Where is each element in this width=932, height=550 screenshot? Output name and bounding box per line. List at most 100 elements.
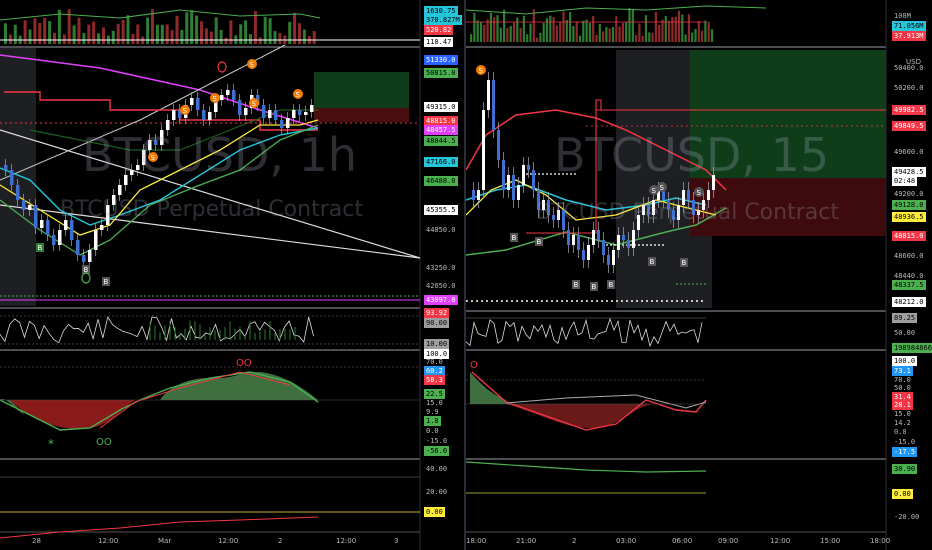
price-tag: 46488.0 bbox=[424, 176, 458, 186]
volume-bar bbox=[48, 21, 52, 44]
candle bbox=[552, 215, 555, 220]
candle bbox=[592, 230, 595, 245]
time-axis-label: 06:00 bbox=[672, 537, 693, 545]
candle bbox=[202, 110, 206, 120]
volume-bar bbox=[615, 16, 618, 42]
target-zone bbox=[690, 50, 886, 178]
price-tag: 49200.0 bbox=[894, 190, 924, 198]
reversal-circle bbox=[81, 272, 91, 284]
price-tag: 48337.5 bbox=[892, 280, 926, 290]
volume-bar bbox=[185, 12, 189, 44]
candle bbox=[562, 210, 565, 230]
candle bbox=[647, 205, 650, 215]
price-tag: 198984866.0 bbox=[892, 343, 932, 353]
candle bbox=[522, 165, 525, 185]
buy-signal-label: B bbox=[574, 281, 579, 289]
candle bbox=[507, 175, 510, 190]
candle bbox=[190, 98, 194, 105]
right-chart-canvas[interactable]: SS SSB BB B BB BO bbox=[466, 0, 932, 550]
volume-bar bbox=[57, 9, 61, 44]
momentum-negative-area bbox=[506, 403, 666, 429]
volume-bar bbox=[244, 20, 248, 44]
volume-bar bbox=[684, 34, 687, 42]
candle bbox=[642, 205, 645, 215]
price-tag: 370.827M bbox=[424, 15, 462, 25]
volume-bar bbox=[200, 21, 203, 44]
volume-bar bbox=[473, 12, 476, 42]
volume-bar bbox=[592, 15, 595, 43]
price-tag: 37.913M bbox=[892, 31, 926, 41]
volume-bar bbox=[595, 34, 598, 42]
price-tag: 60.2 bbox=[424, 366, 445, 376]
volume-bar bbox=[493, 17, 496, 42]
time-axis-label: 28 bbox=[32, 537, 41, 545]
candle bbox=[58, 230, 62, 245]
left-chart-canvas[interactable]: S S S S S S B B B * OO OO bbox=[0, 0, 466, 550]
price-tag: 20.00 bbox=[426, 488, 448, 496]
candle bbox=[226, 90, 230, 95]
volume-bar bbox=[661, 19, 664, 42]
volume-bar bbox=[499, 27, 502, 42]
price-tag: 49849.5 bbox=[892, 121, 926, 131]
volume-bar bbox=[273, 31, 277, 44]
candle bbox=[637, 215, 640, 230]
volume-bar bbox=[648, 32, 651, 42]
candle bbox=[512, 175, 515, 200]
candle bbox=[28, 205, 32, 210]
price-tag: 0.00 bbox=[424, 507, 445, 517]
candle bbox=[487, 80, 490, 110]
momentum-positive-area bbox=[470, 372, 506, 404]
adx-line bbox=[466, 461, 707, 473]
volume-bar bbox=[77, 17, 81, 44]
buy-signal-marker bbox=[648, 257, 656, 266]
volume-bar bbox=[253, 11, 257, 45]
cross-marker: OO bbox=[96, 437, 112, 448]
volume-bar bbox=[701, 30, 704, 42]
candle bbox=[472, 190, 475, 200]
volume-bar bbox=[621, 23, 624, 42]
volume-bar bbox=[263, 16, 267, 44]
price-tag: 100.0 bbox=[424, 349, 450, 359]
candle bbox=[154, 140, 158, 145]
volume-bar bbox=[72, 25, 76, 44]
volume-bar bbox=[559, 22, 562, 42]
volume-bar bbox=[522, 15, 525, 42]
buy-signal-marker bbox=[82, 265, 90, 274]
candle bbox=[94, 230, 98, 250]
volume-bar bbox=[4, 23, 7, 44]
candle bbox=[10, 170, 14, 185]
volume-bar bbox=[618, 26, 621, 42]
stoch-line bbox=[0, 316, 314, 344]
sell-signal-label: S bbox=[660, 184, 665, 192]
volume-bar bbox=[111, 30, 115, 44]
volume-bar bbox=[195, 15, 199, 45]
candle bbox=[208, 112, 212, 120]
candle bbox=[160, 130, 164, 145]
volume-bar bbox=[33, 18, 37, 44]
divergence-star: * bbox=[48, 437, 54, 451]
candle bbox=[537, 190, 540, 210]
volume-bar bbox=[664, 15, 667, 42]
volume-bar bbox=[503, 9, 506, 43]
momentum-signal bbox=[99, 371, 291, 429]
price-tag: 49128.0 bbox=[892, 200, 926, 210]
price-tag: 50815.0 bbox=[424, 68, 458, 78]
panel-divider[interactable] bbox=[464, 0, 466, 550]
candle bbox=[220, 95, 224, 100]
sell-signal-label: S bbox=[213, 95, 218, 103]
volume-bar bbox=[160, 24, 164, 44]
volume-bar bbox=[239, 24, 243, 44]
price-tag: 49600.0 bbox=[894, 148, 924, 156]
candle bbox=[148, 140, 152, 150]
left-chart-panel[interactable]: S S S S S S B B B * OO OO BTCUSD, 1h BTCUSD Perpetu… bbox=[0, 0, 466, 550]
ema-cyan bbox=[0, 127, 319, 226]
price-tag: -15.0 bbox=[894, 438, 916, 446]
time-axis-label: 12:00 bbox=[336, 537, 357, 545]
momentum-positive-area bbox=[160, 372, 318, 400]
volume-bar bbox=[704, 20, 707, 42]
buy-signal-label: B bbox=[38, 244, 43, 252]
price-tag: 02:48 bbox=[892, 176, 918, 186]
price-tag: 0.0 bbox=[426, 427, 439, 435]
candle bbox=[492, 80, 495, 130]
